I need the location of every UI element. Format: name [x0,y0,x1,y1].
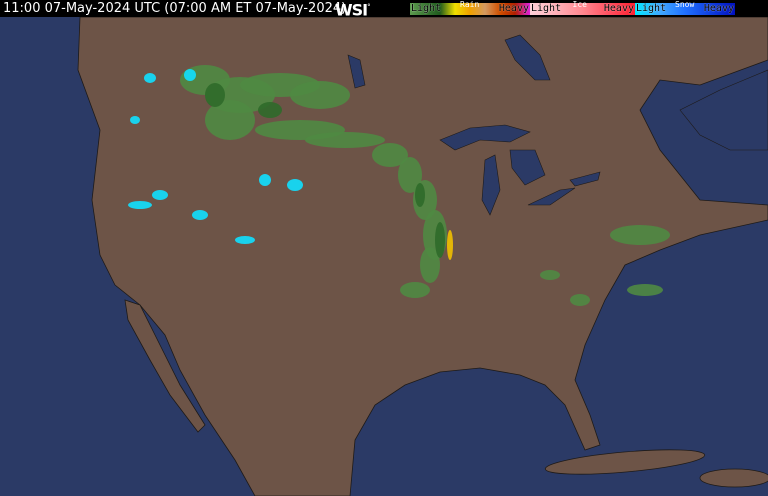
legend-ice-heavy: Heavy [603,3,634,14]
lake-superior [439,124,531,151]
radar-echo [435,222,445,258]
radar-echo [128,201,152,209]
legend-rain-heavy: Heavy [498,3,529,14]
legend-snow-label: Snow [675,0,695,9]
legend-rain-label: Rain [460,0,480,9]
legend-rain-light: Light [411,3,442,14]
radar-echo [152,190,168,200]
wsi-logo: WSI° [335,0,370,20]
timestamp-title: 11:00 07-May-2024 UTC (07:00 AM ET 07-Ma… [3,1,347,16]
legend-rain: Light Heavy Rain [410,0,530,15]
radar-echo [130,116,140,124]
legend-ice: Light Heavy Ice [530,0,635,15]
hispaniola [699,468,768,488]
radar-echo [540,270,560,280]
radar-echo [570,294,590,306]
radar-echo [258,102,282,118]
legend-ice-label: Ice [572,0,587,9]
radar-echo [235,236,255,244]
lake-michigan [481,154,501,216]
map-canvas [77,17,768,496]
radar-echo [398,157,422,193]
radar-echo [372,143,408,167]
radar-echo [447,230,453,260]
radar-echo [290,81,350,109]
cuba [544,449,706,475]
header-bar: 11:00 07-May-2024 UTC (07:00 AM ET 07-Ma… [0,0,768,20]
lake-nipigon [504,34,551,81]
radar-echo [205,83,225,107]
lake-huron [509,149,546,186]
radar-echo [610,225,670,245]
legend-snow: Light Heavy Snow [635,0,735,15]
radar-echo [627,284,663,296]
lake-ontario [569,171,601,187]
legend-snow-light: Light [636,3,667,14]
gulf-st-lawrence [679,69,768,151]
radar-echo [415,183,425,207]
legend-snow-heavy: Heavy [703,3,734,14]
radar-echo [287,179,303,191]
radar-echo [420,247,440,283]
lake-erie [527,187,576,206]
legend-ice-light: Light [531,3,562,14]
radar-echo [259,174,271,186]
lake-winnipeg [347,54,366,89]
radar-echo [192,210,208,220]
radar-echo [305,132,385,148]
radar-echo [205,100,255,140]
radar-echo [144,73,156,83]
radar-echo [184,69,196,81]
radar-echo [400,282,430,298]
baja-peninsula [124,299,206,433]
